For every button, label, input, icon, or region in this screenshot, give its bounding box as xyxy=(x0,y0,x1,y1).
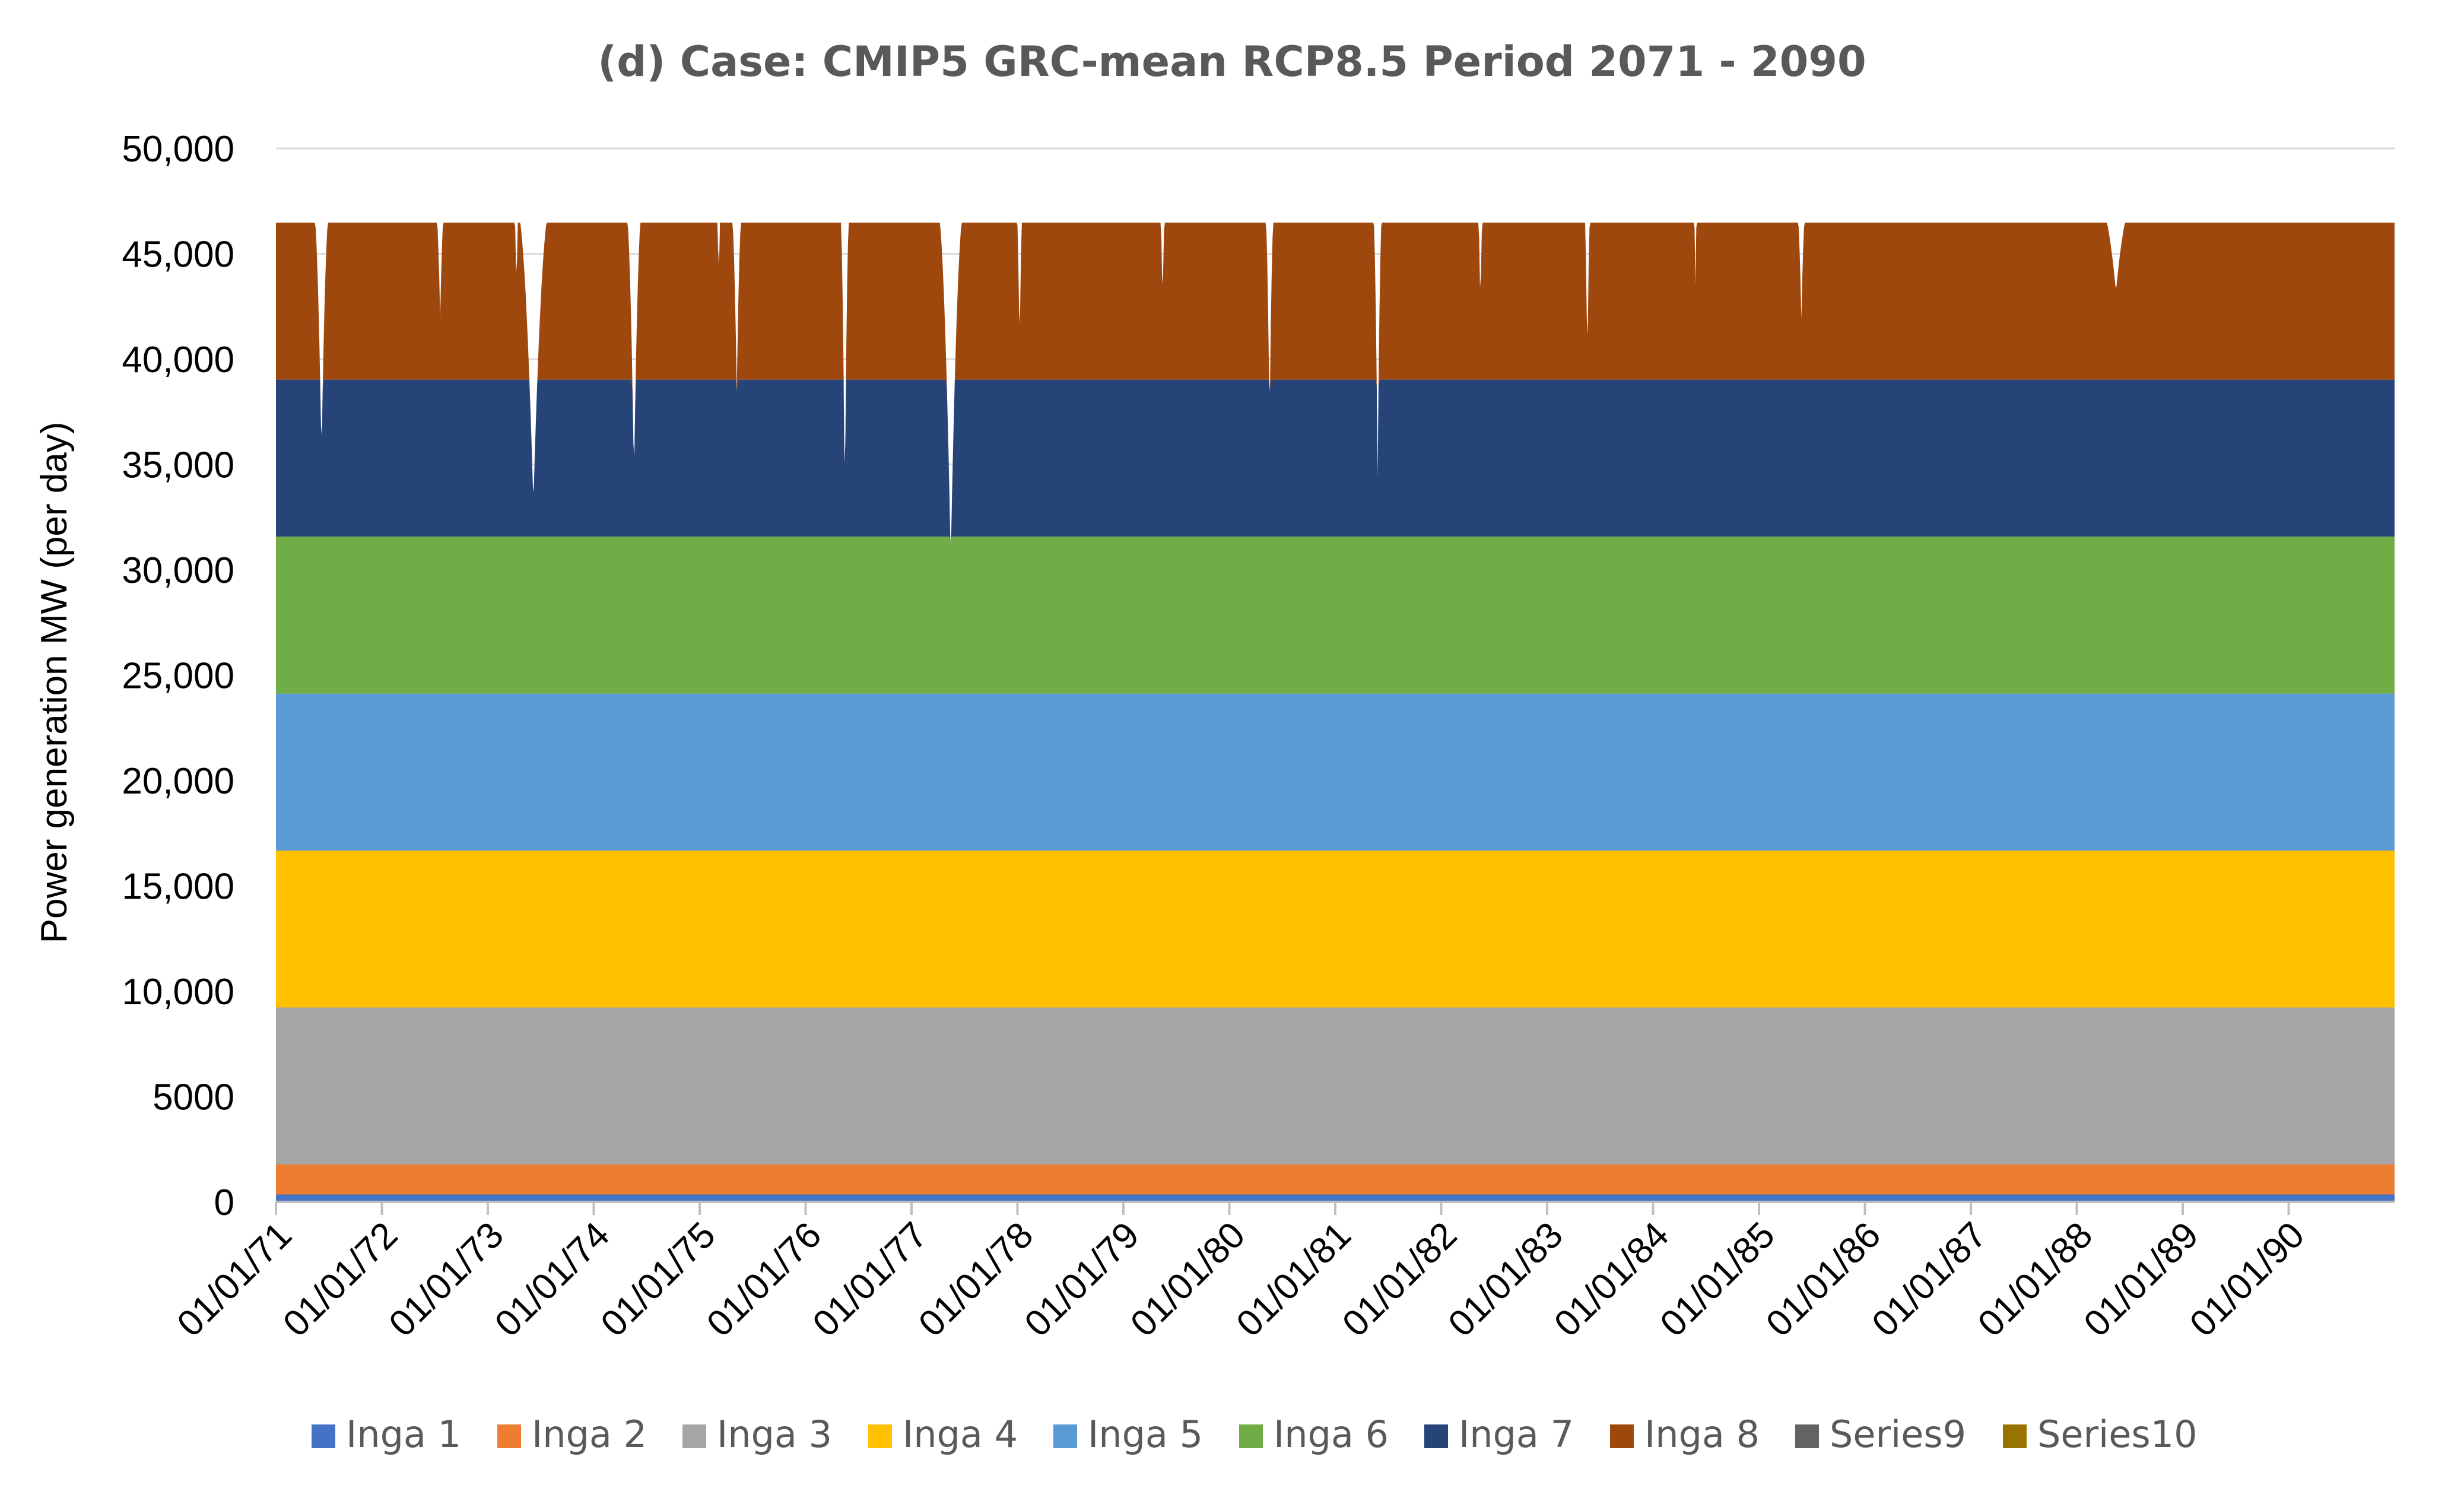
legend-swatch xyxy=(2003,1424,2027,1448)
y-tick-label: 10,000 xyxy=(122,972,234,1013)
legend-swatch xyxy=(1239,1424,1263,1448)
area-inga-6 xyxy=(276,537,2395,694)
area-inga-2 xyxy=(276,1164,2395,1195)
legend-item: Inga 1 xyxy=(312,1413,461,1456)
legend-swatch xyxy=(682,1424,706,1448)
legend-label: Inga 4 xyxy=(903,1413,1018,1456)
legend-label: Inga 6 xyxy=(1274,1413,1389,1456)
area-inga-5 xyxy=(276,693,2395,851)
area-inga-8 xyxy=(276,223,2395,543)
legend-label: Inga 5 xyxy=(1088,1413,1203,1456)
legend-swatch xyxy=(312,1424,335,1448)
legend-label: Series9 xyxy=(1830,1413,1966,1456)
y-tick-label: 15,000 xyxy=(122,867,234,908)
y-tick-label: 35,000 xyxy=(122,445,234,486)
legend-label: Inga 1 xyxy=(346,1413,461,1456)
area-inga-1 xyxy=(276,1194,2395,1202)
legend-item: Inga 6 xyxy=(1239,1413,1389,1456)
legend-item: Inga 4 xyxy=(868,1413,1018,1456)
legend-item: Series10 xyxy=(2003,1413,2198,1456)
legend-swatch xyxy=(497,1424,521,1448)
y-tick-label: 0 xyxy=(214,1182,234,1223)
legend-swatch xyxy=(868,1424,892,1448)
y-tick-label: 40,000 xyxy=(122,339,234,380)
legend-swatch xyxy=(1795,1424,1819,1448)
legend-label: Inga 3 xyxy=(717,1413,832,1456)
legend-item: Series9 xyxy=(1795,1413,1966,1456)
area-series-group xyxy=(276,223,2395,1202)
y-axis-label: Power generation MW (per day) xyxy=(34,422,75,944)
y-tick-label: 50,000 xyxy=(122,129,234,170)
legend: Inga 1 Inga 2 Inga 3 Inga 4 Inga 5 Inga 6 Inga… xyxy=(312,1413,2198,1456)
y-tick-label: 5000 xyxy=(153,1077,234,1118)
y-tick-label: 25,000 xyxy=(122,656,234,697)
legend-item: Inga 2 xyxy=(497,1413,647,1456)
legend-swatch xyxy=(1053,1424,1077,1448)
legend-item: Inga 5 xyxy=(1053,1413,1203,1456)
y-tick-label: 45,000 xyxy=(122,234,234,275)
chart-title: (d) Case: CMIP5 GRC-mean RCP8.5 Period 2… xyxy=(598,37,1866,86)
y-tick-label: 30,000 xyxy=(122,550,234,591)
legend-item: Inga 3 xyxy=(682,1413,832,1456)
legend-label: Inga 7 xyxy=(1459,1413,1574,1456)
legend-swatch xyxy=(1610,1424,1634,1448)
legend-swatch xyxy=(1424,1424,1448,1448)
legend-item: Inga 8 xyxy=(1610,1413,1760,1456)
area-inga-7 xyxy=(276,379,2395,543)
area-inga-3 xyxy=(276,1007,2395,1164)
legend-item: Inga 7 xyxy=(1424,1413,1574,1456)
legend-label: Series10 xyxy=(2037,1413,2198,1456)
legend-label: Inga 8 xyxy=(1644,1413,1760,1456)
area-inga-4 xyxy=(276,851,2395,1008)
legend-label: Inga 2 xyxy=(532,1413,647,1456)
y-tick-label: 20,000 xyxy=(122,761,234,802)
